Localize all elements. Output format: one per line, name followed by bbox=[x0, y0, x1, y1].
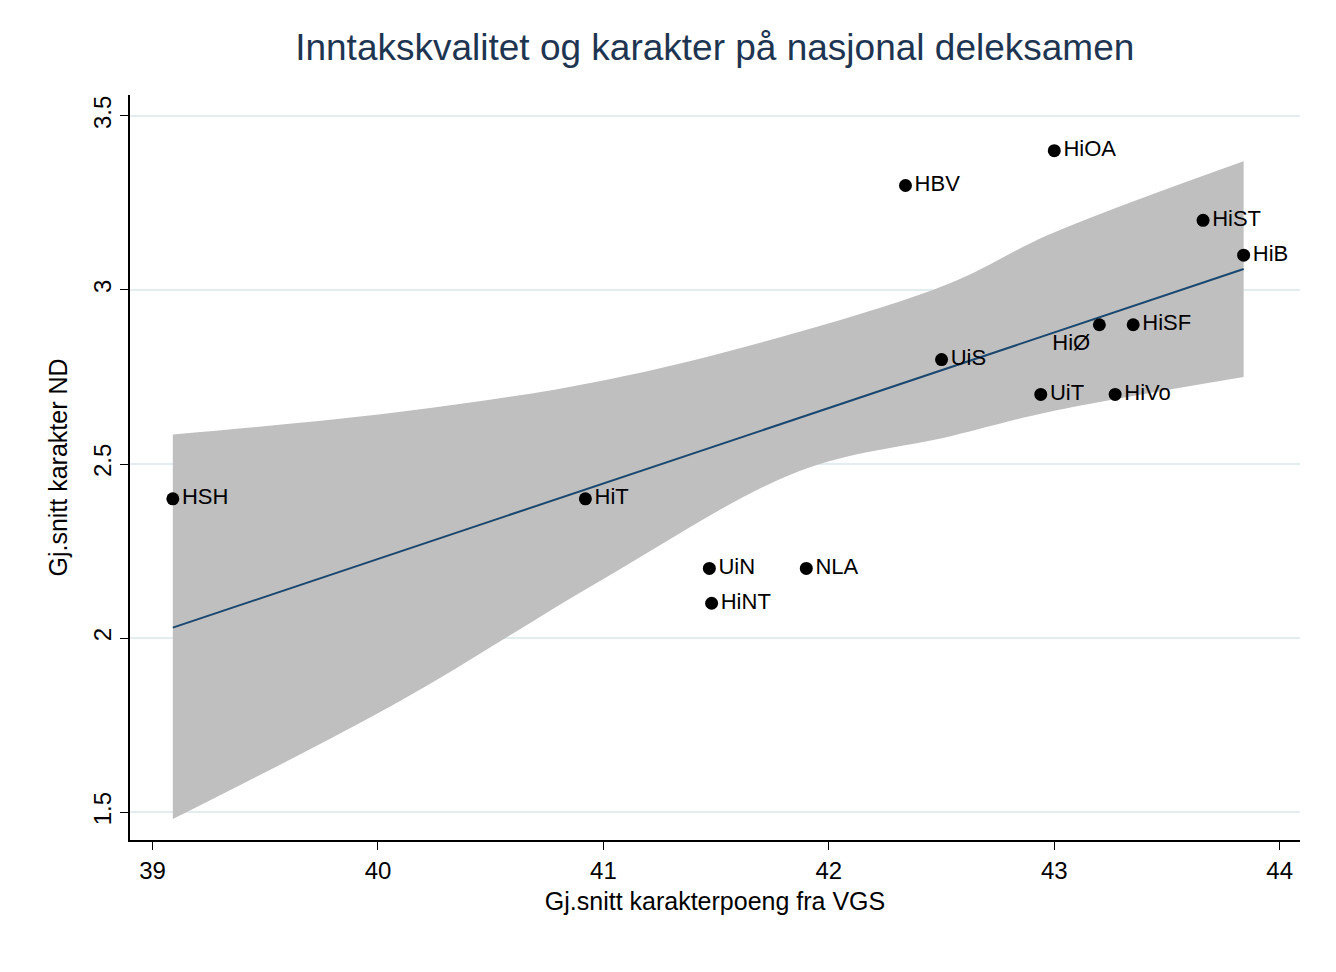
svg-text:Inntakskvalitet og karakter på: Inntakskvalitet og karakter på nasjonal … bbox=[295, 27, 1134, 68]
svg-text:NLA: NLA bbox=[815, 554, 858, 579]
svg-text:Gj.snitt karakterpoeng fra VGS: Gj.snitt karakterpoeng fra VGS bbox=[545, 887, 885, 915]
svg-text:UiN: UiN bbox=[718, 554, 755, 579]
svg-text:UiS: UiS bbox=[951, 345, 986, 370]
svg-text:44: 44 bbox=[1266, 857, 1293, 884]
svg-text:43: 43 bbox=[1041, 857, 1068, 884]
svg-text:2: 2 bbox=[89, 628, 116, 641]
svg-text:1.5: 1.5 bbox=[89, 792, 116, 825]
svg-text:42: 42 bbox=[815, 857, 842, 884]
svg-text:3.5: 3.5 bbox=[89, 96, 116, 129]
svg-text:2.5: 2.5 bbox=[89, 444, 116, 477]
svg-text:UiT: UiT bbox=[1050, 380, 1084, 405]
svg-text:HiØ: HiØ bbox=[1052, 330, 1090, 355]
svg-text:HiVo: HiVo bbox=[1124, 380, 1170, 405]
svg-text:Gj.snitt karakter ND: Gj.snitt karakter ND bbox=[44, 358, 72, 576]
svg-text:HiNT: HiNT bbox=[721, 589, 771, 614]
svg-text:HiSF: HiSF bbox=[1142, 310, 1191, 335]
svg-text:HBV: HBV bbox=[915, 171, 961, 196]
svg-text:HiST: HiST bbox=[1212, 206, 1261, 231]
svg-text:39: 39 bbox=[139, 857, 166, 884]
svg-text:HiT: HiT bbox=[595, 484, 629, 509]
svg-text:HSH: HSH bbox=[182, 484, 228, 509]
svg-text:40: 40 bbox=[365, 857, 392, 884]
svg-text:3: 3 bbox=[89, 280, 116, 293]
svg-text:41: 41 bbox=[590, 857, 617, 884]
svg-text:HiB: HiB bbox=[1253, 241, 1288, 266]
svg-text:HiOA: HiOA bbox=[1063, 136, 1116, 161]
